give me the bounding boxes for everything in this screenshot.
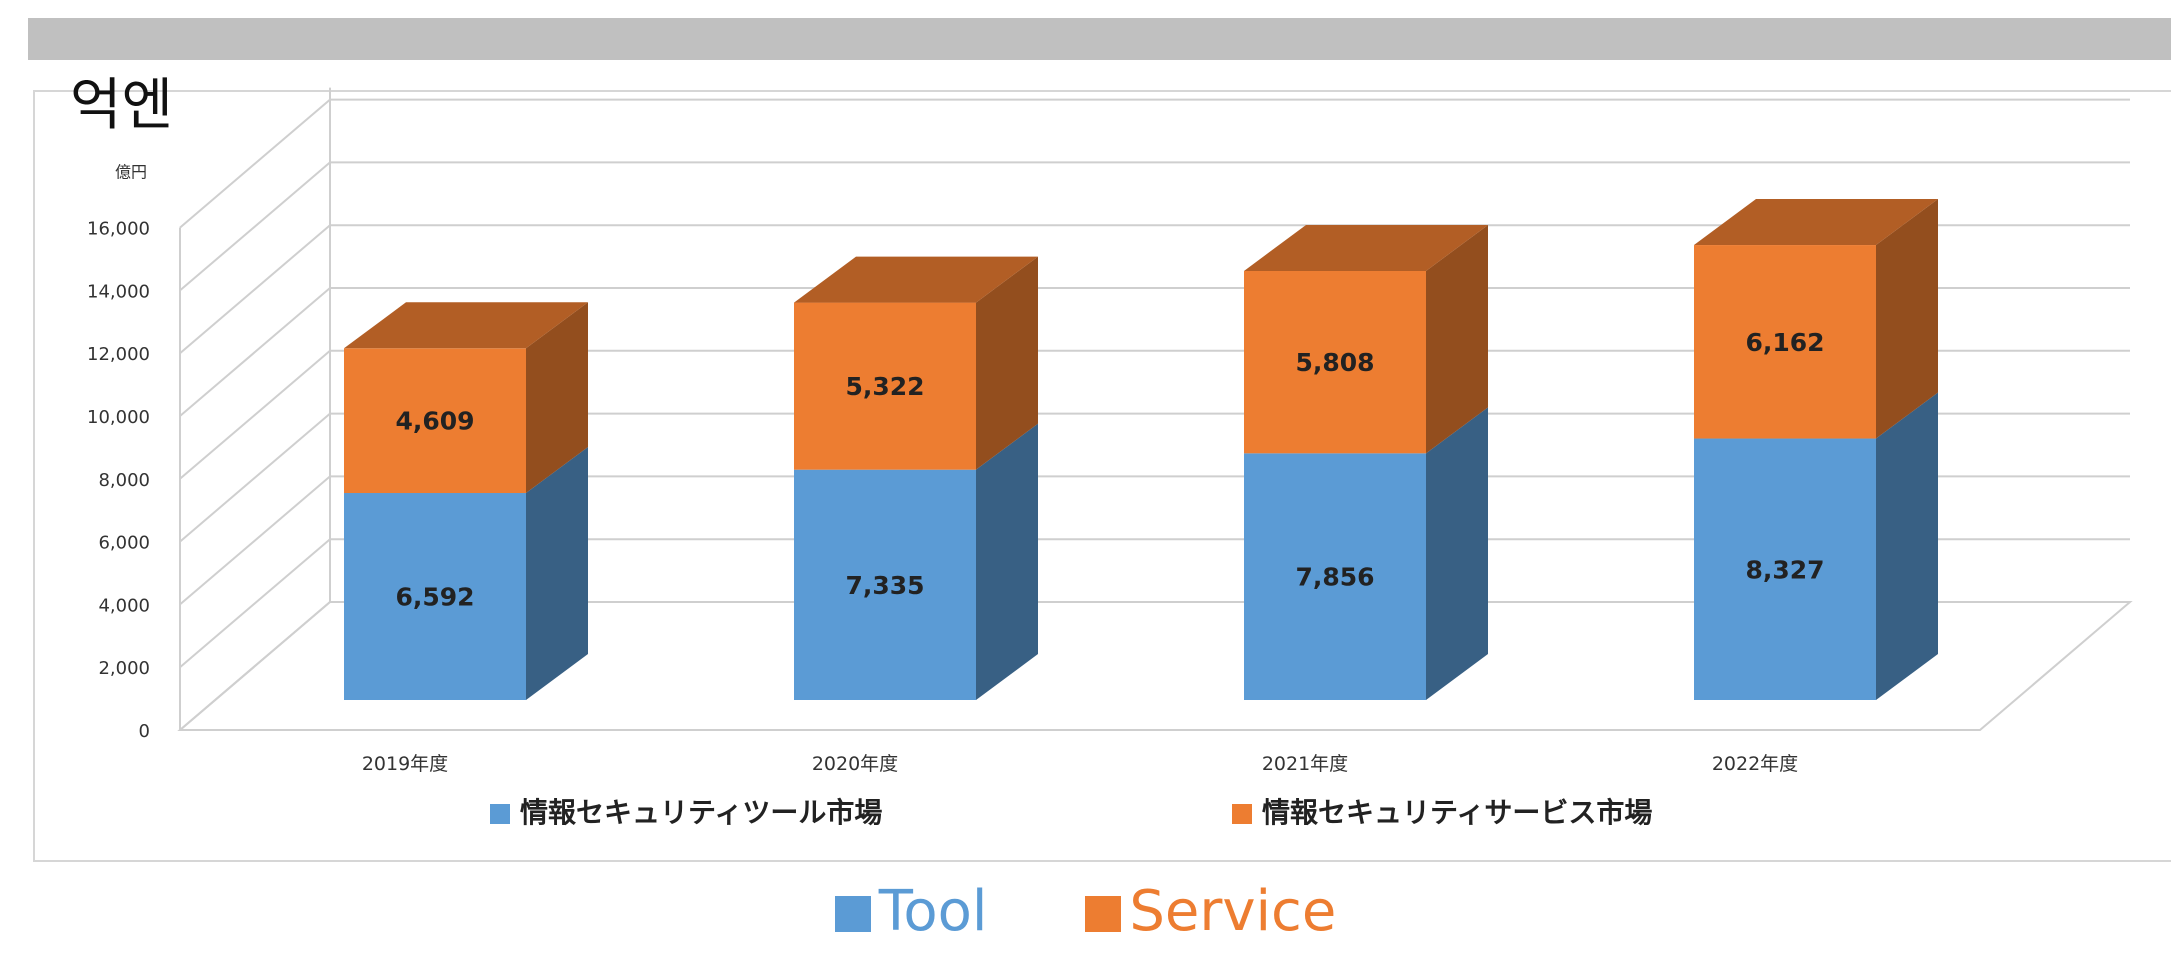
x-tick-label: 2021年度 <box>1262 753 1348 775</box>
translation-legend: Tool Service <box>0 872 2171 952</box>
legend-label: 情報セキュリティツール市場 <box>520 796 882 829</box>
data-label: 8,327 <box>1745 555 1824 584</box>
data-label: 6,592 <box>395 583 474 612</box>
bar-tool-side <box>1426 407 1488 700</box>
bar-service-side <box>1426 224 1488 454</box>
chart-legend: 情報セキュリティツール市場 情報セキュリティサービス市場 <box>490 796 1652 829</box>
data-label: 7,335 <box>845 571 924 600</box>
bar-service-front <box>344 348 526 494</box>
bar-tool-side <box>1876 392 1938 700</box>
y-tick-label: 0 <box>139 721 150 742</box>
legend-swatch <box>490 804 510 824</box>
y-tick-label: 2,000 <box>98 658 150 679</box>
top-bar <box>28 18 2171 60</box>
bar-tool-front <box>1244 453 1426 700</box>
y-tick-label: 8,000 <box>98 470 150 491</box>
y-tick-label: 10,000 <box>87 407 150 428</box>
bar-tool-side <box>976 423 1038 700</box>
y-axis: 0 2,000 4,000 6,000 8,000 10,000 12,000 14,000 1… <box>87 163 150 742</box>
bar-service-front <box>794 302 976 470</box>
bar-service-front <box>1694 245 1876 439</box>
gridlines <box>177 87 2133 731</box>
y-tick-label: 16,000 <box>87 219 150 240</box>
legend-swatch <box>1232 804 1252 824</box>
bar-top <box>344 302 588 349</box>
bar-service-side <box>526 302 588 494</box>
data-label: 5,808 <box>1295 348 1374 377</box>
data-label: 6,162 <box>1745 328 1824 357</box>
x-tick-label: 2019年度 <box>362 753 448 775</box>
bar-tool-front <box>1694 438 1876 700</box>
legend-service-swatch <box>1085 896 1122 932</box>
y-tick-label: 14,000 <box>87 281 150 302</box>
y-tick-label: 4,000 <box>98 595 150 616</box>
bar-service-side <box>1876 199 1938 439</box>
bar-service-front <box>1244 270 1426 454</box>
bar-top <box>794 256 1038 303</box>
legend-tool: Tool <box>834 872 988 952</box>
x-tick-label: 2020年度 <box>812 753 898 775</box>
legend-label: 情報セキュリティサービス市場 <box>1262 796 1652 829</box>
bars: 6,592 4,609 7,335 5,322 7,856 5,808 8,327 6,162 <box>344 199 1938 700</box>
legend-tool-label: Tool <box>878 879 988 944</box>
legend-service: Service <box>1085 872 1336 952</box>
legend-tool-swatch <box>834 896 871 932</box>
y-tick-label: 12,000 <box>87 344 150 365</box>
bar-tool-side <box>526 447 588 700</box>
bar-top <box>1244 224 1488 271</box>
y-tick-label: 6,000 <box>98 533 150 554</box>
data-label: 4,609 <box>395 407 474 436</box>
unit-label: 억엔 <box>70 73 174 138</box>
bar-tool-front <box>794 469 976 700</box>
y-unit-label: 億円 <box>115 163 147 182</box>
x-tick-label: 2022年度 <box>1712 753 1798 775</box>
bar-top <box>1694 199 1938 246</box>
legend-service-label: Service <box>1129 879 1337 944</box>
data-label: 5,322 <box>845 372 924 401</box>
x-axis: 2019年度 2020年度 2021年度 2022年度 <box>362 753 1798 775</box>
bar-tool-front <box>344 493 526 700</box>
bar-service-side <box>976 256 1038 470</box>
chart-frame <box>33 90 2171 862</box>
data-label: 7,856 <box>1295 563 1374 592</box>
